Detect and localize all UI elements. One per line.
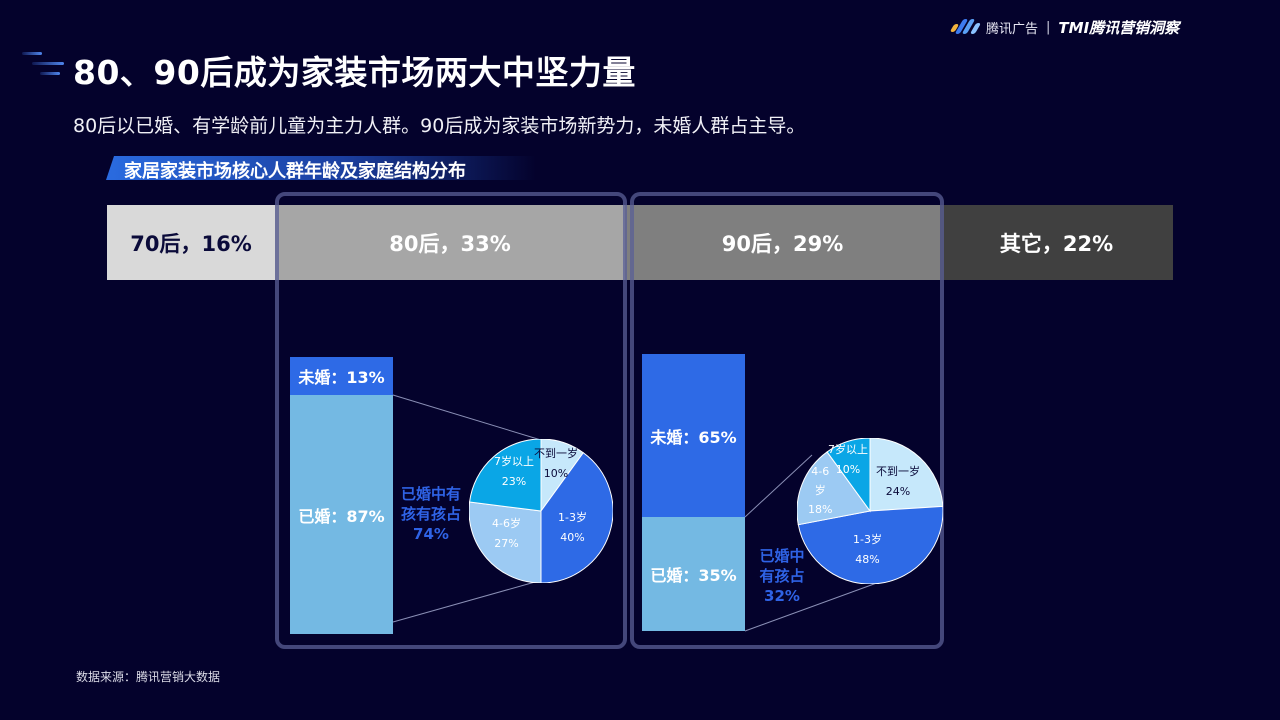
pie-label-name: 7岁以上 [828, 443, 868, 456]
brand-header: 腾讯广告 | TMI腾讯营销洞察 [949, 16, 1180, 38]
bar-label: 已婚：35% [650, 566, 737, 585]
pie-label-pct: 18% [808, 503, 833, 516]
note-90s-with-children: 已婚中 有孩占 32% [752, 546, 812, 606]
note-80s-with-children: 已婚中有 孩有孩占 74% [395, 484, 467, 544]
pie-80s-label-7plus: 7岁以上 23% [494, 452, 534, 492]
age-distribution-bar: 70后，16% 80后，33% 90后，29% 其它，22% [107, 205, 1173, 280]
pie-label-name: 7岁以上 [494, 455, 534, 468]
pie-label-pct: 40% [560, 531, 585, 544]
bar-label: 未婚：65% [650, 427, 737, 447]
brand-product: TMI腾讯营销洞察 [1058, 18, 1180, 37]
pie-label-name: 不到一岁 [876, 465, 920, 478]
pie-label-pct: 10% [835, 463, 861, 476]
age-segment-other: 其它，22% [940, 205, 1173, 280]
age-segment-label: 70后，16% [130, 231, 252, 256]
note-line: 74% [413, 525, 449, 543]
pie-label-pct: 23% [501, 475, 527, 488]
brand-name: 腾讯广告 [986, 21, 1039, 37]
bar-label: 未婚：13% [298, 368, 385, 387]
note-line: 已婚中 [759, 547, 805, 565]
pie-label-pct: 48% [855, 553, 880, 566]
pie-label-name: 1-3岁 [853, 533, 882, 546]
pie-90s-label-7plus: 7岁以上 10% [828, 440, 868, 480]
age-segment-80s: 80后，33% [275, 205, 625, 280]
pie-label-pct: 10% [543, 467, 569, 480]
age-segment-label: 80后，33% [389, 231, 511, 256]
bar-80s-married: 已婚：87% [290, 395, 393, 634]
pie-label-pct: 27% [494, 537, 519, 550]
age-segment-label: 90后，29% [721, 231, 844, 256]
pie-label-pct: 24% [885, 485, 911, 498]
pie-label-name: 4-6岁 [492, 517, 521, 530]
page-title: 80、90后成为家装市场两大中坚力量 [73, 53, 636, 92]
section-tag: 家居家装市场核心人群年龄及家庭结构分布 [106, 156, 536, 182]
brand-separator: | [1046, 19, 1051, 35]
note-line: 孩有孩占 [400, 505, 461, 523]
bar-90s-married: 已婚：35% [642, 517, 745, 631]
pie-90s-label-1to3: 1-3岁 48% [853, 530, 882, 570]
pie-label-name: 不到一岁 [534, 447, 578, 460]
pie-90s-child-age [797, 438, 943, 584]
pie-label-name: 1-3岁 [558, 511, 587, 524]
frame-90s [630, 192, 944, 649]
pie-80s-label-under1: 不到一岁 10% [534, 444, 578, 484]
bar-90s-unmarried: 未婚：65% [642, 354, 745, 517]
pie-90s-label-under1: 不到一岁 24% [876, 462, 920, 502]
bar-label: 已婚：87% [298, 506, 385, 526]
note-line: 32% [764, 587, 800, 605]
pie-90s-label-4to6: 4-6 岁 18% [808, 462, 832, 519]
note-line: 有孩占 [759, 567, 805, 585]
page-subtitle: 80后以已婚、有学龄前儿童为主力人群。90后成为家装市场新势力，未婚人群占主导。 [73, 115, 806, 137]
bar-80s-unmarried: 未婚：13% [290, 357, 393, 395]
note-line: 已婚中有 [400, 485, 461, 503]
data-source: 数据来源：腾讯营销大数据 [76, 670, 221, 684]
age-segment-90s: 90后，29% [625, 205, 940, 280]
section-tag-label: 家居家装市场核心人群年龄及家庭结构分布 [124, 161, 466, 182]
age-segment-70s: 70后，16% [107, 205, 275, 280]
frame-80s [275, 192, 627, 649]
title-speed-lines-icon [18, 52, 68, 80]
age-segment-label: 其它，22% [999, 231, 1114, 256]
pie-label-name: 4-6 [811, 465, 830, 478]
pie-80s-label-1to3: 1-3岁 40% [558, 508, 587, 548]
pie-80s-label-4to6: 4-6岁 27% [492, 514, 521, 554]
pie-80s-child-age [469, 439, 613, 583]
pie-label-name: 岁 [814, 484, 826, 497]
